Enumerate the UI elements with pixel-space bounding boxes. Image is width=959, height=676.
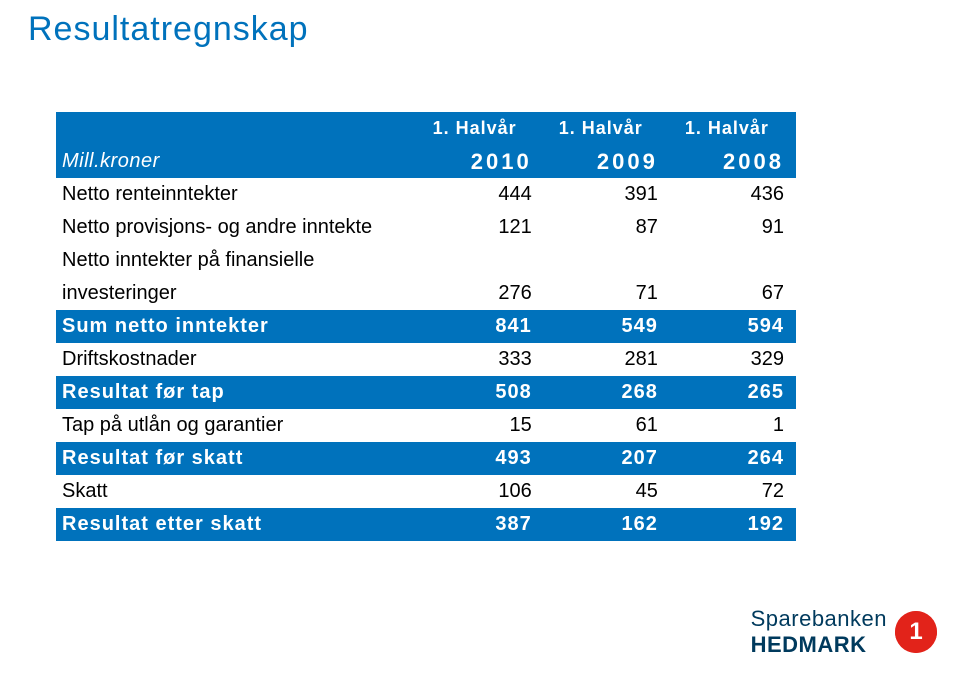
- row-val-1: 444: [418, 178, 544, 211]
- row-label: Skatt: [56, 475, 418, 508]
- row-val-1: 15: [418, 409, 544, 442]
- header-period-1: 1. Halvår: [418, 112, 544, 145]
- brand-logo: Sparebanken HEDMARK 1: [751, 606, 937, 658]
- row-val-2: 61: [544, 409, 670, 442]
- table-header-row-1: 1. Halvår 1. Halvår 1. Halvår: [56, 112, 796, 145]
- row-val-2: 87: [544, 211, 670, 244]
- table-row: Resultat før skatt493207264: [56, 442, 796, 475]
- header-period-3: 1. Halvår: [670, 112, 796, 145]
- row-val-2: 391: [544, 178, 670, 211]
- row-val-3: 67: [670, 277, 796, 310]
- header-blank: [56, 112, 418, 145]
- table-row: Tap på utlån og garantier15611: [56, 409, 796, 442]
- table-row: Resultat etter skatt387162192: [56, 508, 796, 541]
- row-val-3: 594: [670, 310, 796, 343]
- row-label: Resultat etter skatt: [56, 508, 418, 541]
- logo-text-line2: HEDMARK: [751, 632, 867, 657]
- header-unit-label: Mill.kroner: [56, 145, 418, 178]
- header-year-1: 2010: [418, 145, 544, 178]
- row-val-1: 121: [418, 211, 544, 244]
- row-val-2: 549: [544, 310, 670, 343]
- row-val-3: 329: [670, 343, 796, 376]
- row-val-1: 493: [418, 442, 544, 475]
- row-val-2: 71: [544, 277, 670, 310]
- row-label: Resultat før skatt: [56, 442, 418, 475]
- row-val-1: [418, 244, 544, 277]
- row-val-1: 387: [418, 508, 544, 541]
- table-row: Resultat før tap508268265: [56, 376, 796, 409]
- row-label: Netto renteinntekter: [56, 178, 418, 211]
- logo-mark-icon: 1: [895, 611, 937, 653]
- row-val-1: 841: [418, 310, 544, 343]
- header-year-2: 2009: [544, 145, 670, 178]
- row-val-1: 276: [418, 277, 544, 310]
- row-val-3: 264: [670, 442, 796, 475]
- row-val-2: [544, 244, 670, 277]
- table-row: Netto renteinntekter444391436: [56, 178, 796, 211]
- row-val-3: 265: [670, 376, 796, 409]
- row-label: Driftskostnader: [56, 343, 418, 376]
- row-val-2: 281: [544, 343, 670, 376]
- row-val-1: 333: [418, 343, 544, 376]
- logo-text-line1: Sparebanken: [751, 606, 887, 631]
- row-label: Netto provisjons- og andre inntekte: [56, 211, 418, 244]
- row-val-1: 508: [418, 376, 544, 409]
- row-val-3: 436: [670, 178, 796, 211]
- table-row: Skatt1064572: [56, 475, 796, 508]
- row-val-3: 91: [670, 211, 796, 244]
- row-val-1: 106: [418, 475, 544, 508]
- row-label: investeringer: [56, 277, 418, 310]
- row-val-2: 207: [544, 442, 670, 475]
- row-val-3: 1: [670, 409, 796, 442]
- table-row: Sum netto inntekter841549594: [56, 310, 796, 343]
- logo-text: Sparebanken HEDMARK: [751, 606, 887, 658]
- row-val-2: 45: [544, 475, 670, 508]
- row-val-3: [670, 244, 796, 277]
- table-row: Netto inntekter på finansielle: [56, 244, 796, 277]
- row-val-2: 162: [544, 508, 670, 541]
- table-row: Netto provisjons- og andre inntekte12187…: [56, 211, 796, 244]
- header-period-2: 1. Halvår: [544, 112, 670, 145]
- row-val-3: 192: [670, 508, 796, 541]
- row-label: Tap på utlån og garantier: [56, 409, 418, 442]
- row-label: Resultat før tap: [56, 376, 418, 409]
- row-label: Netto inntekter på finansielle: [56, 244, 418, 277]
- header-year-3: 2008: [670, 145, 796, 178]
- table-row: investeringer2767167: [56, 277, 796, 310]
- table-header-row-2: Mill.kroner 2010 2009 2008: [56, 145, 796, 178]
- row-label: Sum netto inntekter: [56, 310, 418, 343]
- row-val-2: 268: [544, 376, 670, 409]
- table-row: Driftskostnader333281329: [56, 343, 796, 376]
- page-title: Resultatregnskap: [28, 10, 309, 49]
- row-val-3: 72: [670, 475, 796, 508]
- income-table: 1. Halvår 1. Halvår 1. Halvår Mill.krone…: [56, 112, 796, 541]
